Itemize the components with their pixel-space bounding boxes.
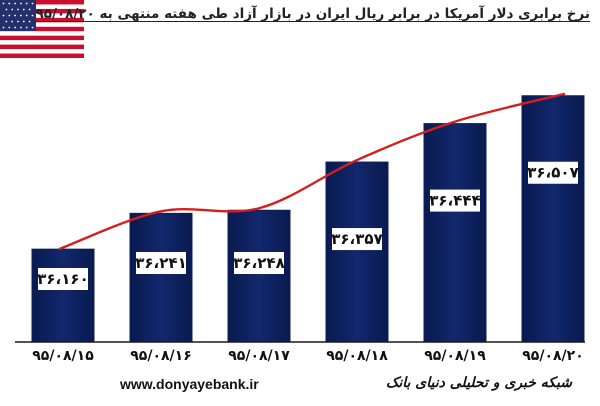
flag-stripe [0,40,84,45]
flag-stripe [0,44,84,50]
flag-star [8,14,11,17]
footer-news-network: شبکه خبری و تحلیلی دنیای بانک [385,375,572,391]
flag-star [2,2,5,5]
flag-stripe [0,22,84,27]
chart-title: نرخ برابری دلار آمریکا در برابر ریال ایر… [35,6,590,22]
value-label: ۳۶،۲۴۸ [233,254,284,272]
value-label: ۳۶،۳۵۷ [331,230,382,248]
trend-line [58,92,566,251]
value-label-box [332,228,382,251]
bar [325,161,389,343]
value-label-box [38,268,88,290]
flag-stripe [0,17,84,23]
flag-star [14,26,16,29]
value-label-box [136,252,186,274]
flag-star [17,20,19,23]
value-label: ۳۶،۴۴۴ [429,192,480,210]
flag-star [25,26,28,29]
flag-star [28,8,31,11]
bar [423,123,487,343]
bar [227,209,291,343]
flag-star [8,26,11,29]
flag-star [2,26,5,29]
footer-website: www.donyayebank.ir [120,376,259,392]
flag-stripe [0,53,84,58]
x-axis-tick-labels: ۹۵/۰۸/۱۵ ۹۵/۰۸/۱۶ ۹۵/۰۸/۱۷ ۹۵/۰۸/۱۸ ۹۵/۰۸/۱۹… [32,348,584,364]
us-flag-icon [0,0,84,58]
x-tick-label: ۹۵/۰۸/۱۸ [326,348,388,364]
bars-group [31,95,585,343]
flag-stripe [0,4,84,10]
flag-star [20,26,22,29]
value-labels-group: ۳۶،۱۶۰ ۳۶،۲۴۱ ۳۶،۲۴۸ ۳۶،۳۵۷ ۳۶،۴۴۴ ۳۶،۵۰۷ [37,161,579,290]
flag-star [31,26,34,29]
x-tick-label: ۹۵/۰۸/۱۷ [228,348,290,364]
flag-stripe [0,0,84,5]
flag-star [22,8,25,11]
flag-star [11,20,14,23]
value-label: ۳۶،۵۰۷ [527,164,578,182]
flag-stripe [0,26,84,32]
flag-star [28,20,31,23]
flag-star [14,2,16,5]
flag-stripe [0,35,84,41]
flag-star [31,2,34,5]
value-label-box [528,161,578,184]
flag-canton [0,0,36,31]
value-label-box [234,252,284,274]
x-tick-label: ۹۵/۰۸/۱۶ [130,348,192,364]
value-label: ۳۶،۲۴۱ [135,254,186,272]
flag-stripe [0,13,84,19]
flag-stripes [0,0,84,58]
value-label: ۳۶،۱۶۰ [37,270,88,288]
flag-star [5,20,8,23]
flag-stripe [0,31,84,36]
flag-star [8,2,11,5]
flag-star [20,2,22,5]
x-tick-label: ۹۵/۰۸/۱۹ [424,348,486,364]
flag-stripe [0,49,84,54]
flag-stars [2,2,34,29]
flag-star [14,14,16,17]
flag-star [25,14,28,17]
bar [31,248,95,343]
value-label-box [430,189,480,212]
flag-star [2,14,5,17]
x-tick-label: ۹۵/۰۸/۲۰ [522,348,584,364]
flag-star [22,20,25,23]
flag-star [17,8,19,11]
flag-star [25,2,28,5]
flag-star [5,8,8,11]
bar [521,95,585,343]
flag-stripe [0,8,84,14]
flag-star [31,14,34,17]
flag-star [20,14,22,17]
x-tick-label: ۹۵/۰۸/۱۵ [32,348,94,364]
bar [129,212,193,343]
flag-star [11,8,14,11]
